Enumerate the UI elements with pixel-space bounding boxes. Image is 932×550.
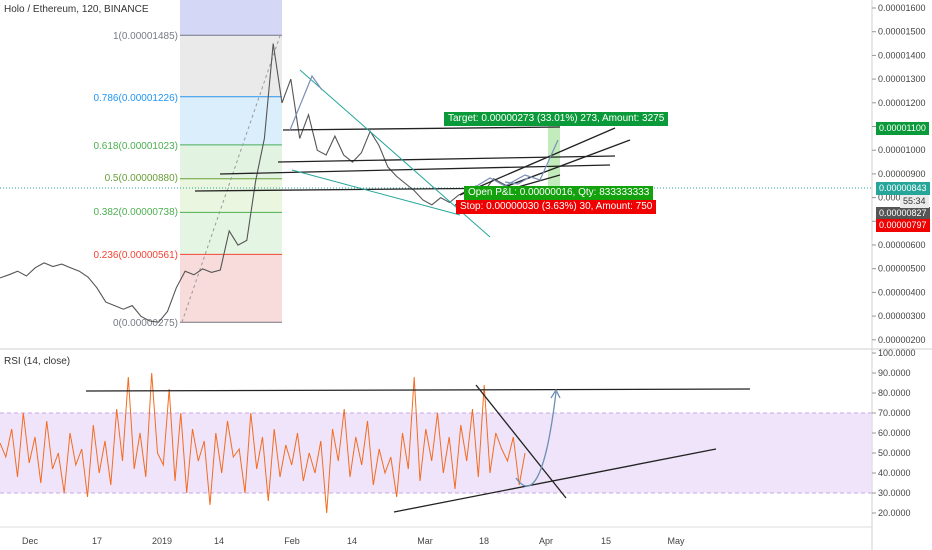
price-tick-label: 0.00000900 bbox=[878, 169, 926, 179]
fib-label: 0.5(0.00000880) bbox=[105, 173, 178, 184]
fib-label: 0(0.00000275) bbox=[113, 318, 178, 329]
price-line bbox=[0, 43, 521, 323]
chart-title: Holo / Ethereum, 120, BINANCE bbox=[4, 4, 149, 15]
price-tick-label: 0.00001200 bbox=[878, 98, 926, 108]
price-tick-label: 0.00000300 bbox=[878, 311, 926, 321]
time-tick-label: 2019 bbox=[152, 536, 172, 546]
price-tick-label: 0.00001600 bbox=[878, 3, 926, 13]
price-tick-label: 0.00001000 bbox=[878, 145, 926, 155]
rsi-trend-lines bbox=[85, 384, 751, 513]
rsi-projection-arrow bbox=[515, 391, 557, 487]
rsi-tick-label: 80.0000 bbox=[878, 388, 911, 398]
time-tick-label: Apr bbox=[539, 536, 553, 546]
rsi-tick-label: 100.0000 bbox=[878, 348, 916, 358]
last-price-tag: 0.00000843 bbox=[876, 182, 930, 195]
rsi-tick-label: 70.0000 bbox=[878, 408, 911, 418]
price-line-group bbox=[0, 43, 521, 323]
rsi-tick-label: 90.0000 bbox=[878, 368, 911, 378]
rsi-title: RSI (14, close) bbox=[4, 356, 71, 367]
stop-price-tag: 0.00000797 bbox=[876, 219, 930, 232]
time-tick-label: Dec bbox=[22, 536, 39, 546]
time-tick-label: 17 bbox=[92, 536, 102, 546]
time-tick-label: 18 bbox=[479, 536, 489, 546]
rsi-tick-label: 50.0000 bbox=[878, 448, 911, 458]
price-tick-label: 0.00000200 bbox=[878, 335, 926, 345]
target-label[interactable]: Target: 0.00000273 (33.01%) 273, Amount:… bbox=[444, 112, 669, 126]
time-tick-label: Feb bbox=[284, 536, 300, 546]
entry-price-tag: 0.00000827 bbox=[876, 207, 930, 220]
rsi-tick-label: 20.0000 bbox=[878, 508, 911, 518]
price-tick-label: 0.00000500 bbox=[878, 264, 926, 274]
fib-retracement: 1(0.00001485) 0.786(0.00001226) 0.618(0.… bbox=[93, 0, 282, 329]
time-tick-label: May bbox=[667, 536, 685, 546]
time-tick-label: 14 bbox=[214, 536, 224, 546]
price-tick-label: 0.00001400 bbox=[878, 50, 926, 60]
time-tick-label: 15 bbox=[601, 536, 611, 546]
fib-label: 0.786(0.00001226) bbox=[93, 93, 178, 104]
fib-label: 0.618(0.00001023) bbox=[93, 141, 178, 152]
countdown-tag: 55:34 bbox=[900, 195, 929, 208]
price-tick-label: 0.00000400 bbox=[878, 287, 926, 297]
open-pnl-label[interactable]: Open P&L: 0.00000016, Qty: 833333333 bbox=[464, 186, 654, 200]
rsi-line bbox=[0, 372, 526, 514]
projection-arrows bbox=[289, 74, 559, 191]
price-tick-label: 0.00000600 bbox=[878, 240, 926, 250]
fib-label: 0.236(0.00000561) bbox=[93, 250, 178, 261]
fib-label: 0.382(0.00000738) bbox=[93, 207, 178, 218]
rsi-tick-label: 30.0000 bbox=[878, 488, 911, 498]
rsi-line-group bbox=[0, 372, 526, 514]
rsi-tick-label: 60.0000 bbox=[878, 428, 911, 438]
time-tick-label: Mar bbox=[417, 536, 433, 546]
fib-label: 1(0.00001485) bbox=[113, 31, 178, 42]
time-tick-label: 14 bbox=[347, 536, 357, 546]
stop-label[interactable]: Stop: 0.00000030 (3.63%) 30, Amount: 750 bbox=[456, 200, 657, 214]
price-tick-label: 0.00001500 bbox=[878, 27, 926, 37]
rsi-tick-label: 40.0000 bbox=[878, 468, 911, 478]
target-price-tag: 0.00001100 bbox=[876, 122, 929, 135]
price-tick-label: 0.00001300 bbox=[878, 74, 926, 84]
